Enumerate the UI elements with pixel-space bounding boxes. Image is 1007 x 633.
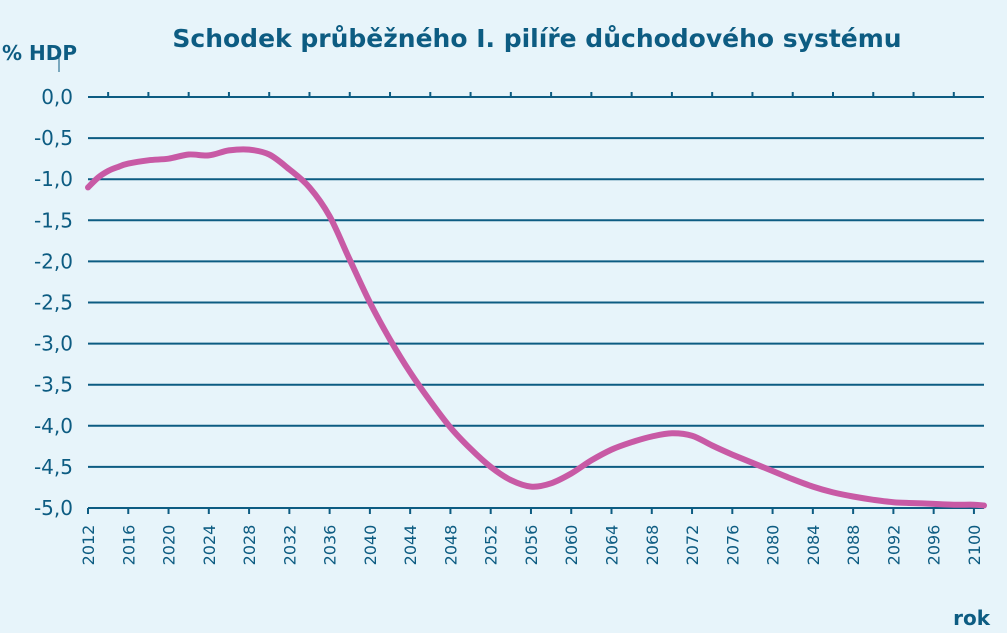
x-tick-label: 2100 bbox=[965, 525, 984, 566]
y-axis-label: % HDP bbox=[2, 41, 77, 65]
x-tick-label: 2088 bbox=[844, 525, 863, 566]
x-tick-label: 2060 bbox=[562, 525, 581, 566]
x-tick-label: 2092 bbox=[884, 525, 903, 566]
y-tick-label: -3,5 bbox=[34, 373, 73, 397]
x-tick-label: 2016 bbox=[119, 525, 138, 566]
y-tick-label: -2,0 bbox=[34, 249, 73, 273]
x-tick-label: 2044 bbox=[401, 525, 420, 566]
x-tick-label: 2076 bbox=[723, 525, 742, 566]
y-tick-label: -0,5 bbox=[34, 126, 73, 150]
series-line bbox=[85, 146, 987, 509]
x-tick-label: 2052 bbox=[482, 525, 501, 566]
x-tick-label: 2036 bbox=[321, 525, 340, 566]
chart-title: Schodek průběžného I. pilíře důchodového… bbox=[172, 24, 901, 53]
x-tick-label: 2056 bbox=[522, 525, 541, 566]
x-tick-label: 2084 bbox=[804, 525, 823, 566]
x-tick-labels: 2012 2016 2020 2024 2028 2032 2036 2040 2044 2048… bbox=[79, 525, 984, 566]
y-tick-label: -4,5 bbox=[34, 455, 73, 479]
y-tick-label: -1,0 bbox=[34, 167, 73, 191]
x-tick-label: 2012 bbox=[79, 525, 98, 566]
x-tick-label: 2024 bbox=[200, 525, 219, 566]
y-tick-label: 0,0 bbox=[41, 85, 73, 109]
x-tick-label: 2096 bbox=[925, 525, 944, 566]
y-tick-label: -5,0 bbox=[34, 496, 73, 520]
y-tick-label: -3,0 bbox=[34, 332, 73, 356]
y-tick-label: -1,5 bbox=[34, 208, 73, 232]
x-tick-label: 2064 bbox=[603, 525, 622, 566]
y-tick-label: -4,0 bbox=[34, 414, 73, 438]
x-tick-label: 2020 bbox=[160, 525, 179, 566]
series-group bbox=[85, 146, 987, 509]
y-tick-labels: 0,0 -0,5 -1,0 -1,5 -2,0 -2,5 -3,0 -3,5 -4,0 -4,5 -… bbox=[34, 85, 73, 520]
x-tick-label: 2072 bbox=[683, 525, 702, 566]
x-tick-label: 2040 bbox=[361, 525, 380, 566]
x-tick-label: 2080 bbox=[764, 525, 783, 566]
x-tick-label: 2028 bbox=[240, 525, 259, 566]
grid-lines bbox=[87, 92, 984, 514]
y-tick-label: -2,5 bbox=[34, 291, 73, 315]
x-tick-label: 2048 bbox=[441, 525, 460, 566]
x-tick-label: 2032 bbox=[280, 525, 299, 566]
x-axis-label: rok bbox=[953, 606, 991, 630]
x-tick-label: 2068 bbox=[643, 525, 662, 566]
